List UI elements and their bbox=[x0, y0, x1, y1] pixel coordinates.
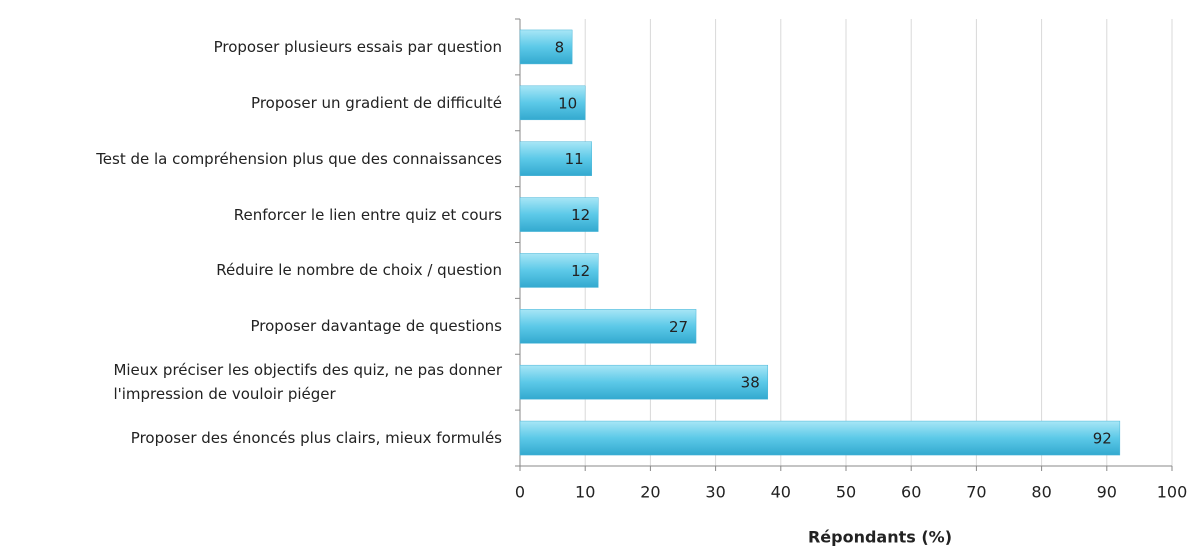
x-tick-label: 50 bbox=[836, 483, 856, 502]
bar bbox=[519, 197, 599, 232]
value-label: 27 bbox=[669, 318, 688, 336]
y-tick-label: Réduire le nombre de choix / question bbox=[216, 261, 502, 280]
x-tick-label: 20 bbox=[640, 483, 660, 502]
bar bbox=[519, 29, 573, 65]
value-label: 12 bbox=[571, 206, 590, 224]
x-tick-label: 10 bbox=[575, 483, 595, 502]
y-tick-label: Proposer un gradient de difficulté bbox=[251, 93, 502, 112]
x-tick-label: 40 bbox=[771, 483, 791, 502]
y-tick-label: Test de la compréhension plus que des co… bbox=[96, 149, 502, 168]
bar bbox=[519, 364, 769, 400]
bar bbox=[519, 141, 592, 176]
x-axis-title: Répondants (%) bbox=[808, 528, 952, 547]
x-tick-label: 0 bbox=[515, 483, 525, 502]
bar bbox=[519, 309, 697, 344]
value-label: 8 bbox=[555, 38, 565, 56]
x-tick-label: 100 bbox=[1157, 483, 1188, 502]
y-tick-label: Proposer des énoncés plus clairs, mieux … bbox=[130, 429, 502, 448]
value-label: 12 bbox=[571, 262, 590, 280]
value-label: 92 bbox=[1093, 430, 1112, 448]
y-tick-label: Proposer plusieurs essais par question bbox=[213, 37, 502, 56]
x-tick-label: 90 bbox=[1097, 483, 1117, 502]
bar bbox=[519, 253, 599, 288]
value-label: 38 bbox=[741, 374, 760, 392]
x-tick-label: 30 bbox=[705, 483, 725, 502]
x-tick-label: 70 bbox=[966, 483, 986, 502]
value-label: 10 bbox=[558, 94, 577, 112]
bar bbox=[519, 420, 1121, 456]
value-label: 11 bbox=[565, 150, 584, 168]
y-tick-label: Proposer davantage de questions bbox=[250, 317, 503, 336]
x-tick-label: 80 bbox=[1031, 483, 1051, 502]
x-tick-label: 60 bbox=[901, 483, 921, 502]
bar bbox=[519, 85, 586, 121]
y-tick-label: Renforcer le lien entre quiz et cours bbox=[233, 205, 502, 224]
y-tick-label: Mieux préciser les objectifs des quiz, n… bbox=[113, 361, 502, 404]
